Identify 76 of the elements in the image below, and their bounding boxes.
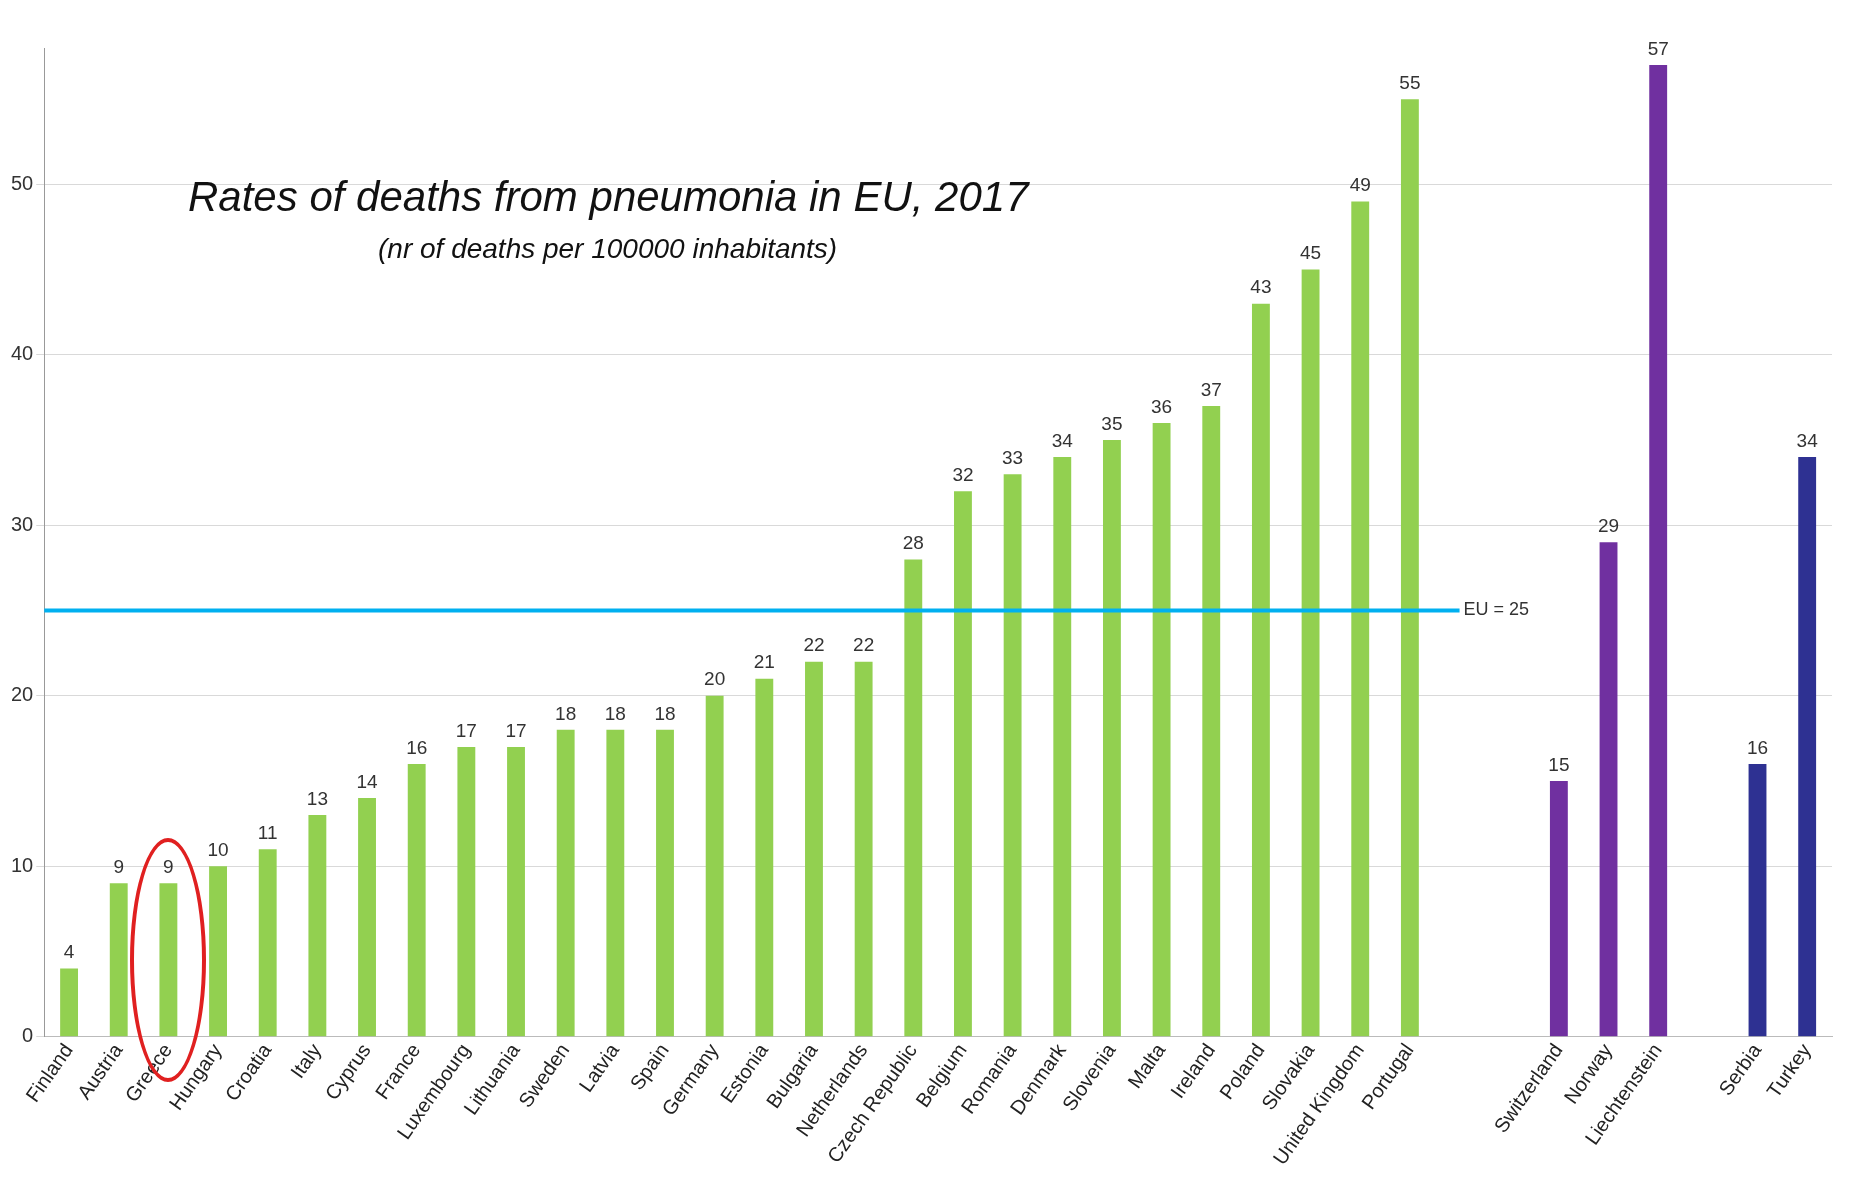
bar	[805, 661, 823, 1037]
bar	[1152, 423, 1171, 1037]
data-label: 32	[952, 463, 974, 485]
data-label: 10	[207, 838, 229, 860]
y-tick-label: 0	[22, 1024, 34, 1047]
data-label: 14	[356, 770, 379, 792]
data-label: 9	[113, 855, 125, 877]
y-tick-label: 10	[11, 853, 34, 876]
bar	[705, 695, 724, 1037]
bar	[656, 729, 674, 1037]
data-label: 34	[1051, 429, 1074, 451]
data-label: 33	[1002, 446, 1024, 468]
y-tick-label: 20	[11, 683, 34, 706]
bar	[1748, 763, 1767, 1037]
bar	[1003, 474, 1022, 1037]
text: (nr of deaths per 100000 inhabitants)	[378, 233, 838, 265]
text: Rates of deaths from pneumonia in EU, 2017	[188, 173, 1029, 221]
bar	[60, 968, 79, 1037]
bar	[457, 746, 476, 1037]
bar	[407, 763, 426, 1037]
bar	[1202, 405, 1221, 1037]
data-label: 11	[257, 821, 278, 843]
y-tick-label: 30	[11, 512, 34, 535]
data-label: 9	[163, 855, 174, 877]
data-label: 34	[1796, 429, 1819, 451]
x-tick-label: Italy	[286, 1039, 326, 1083]
bar	[1599, 542, 1618, 1037]
data-label: 18	[555, 702, 577, 724]
bar	[1301, 269, 1320, 1037]
data-label: 35	[1101, 412, 1123, 434]
bar	[358, 798, 376, 1037]
data-label: 16	[1746, 736, 1769, 758]
data-label: 16	[406, 736, 428, 758]
bar	[1798, 457, 1817, 1037]
data-label: 17	[505, 719, 527, 741]
bar	[308, 815, 327, 1037]
bar	[904, 559, 923, 1037]
data-label: 18	[604, 702, 626, 724]
data-label: 4	[63, 941, 75, 963]
data-label: 49	[1349, 174, 1371, 196]
bar	[209, 866, 227, 1037]
bar	[755, 678, 774, 1037]
bar	[159, 883, 178, 1037]
data-label: 13	[306, 787, 328, 809]
data-label: 45	[1300, 242, 1322, 264]
data-label: 43	[1250, 276, 1272, 298]
bar	[556, 729, 575, 1037]
data-label: 57	[1647, 37, 1669, 59]
bar	[1400, 99, 1419, 1037]
bar	[1549, 780, 1568, 1037]
ref-line-label: EU = 25	[1463, 599, 1530, 620]
data-label: 18	[654, 702, 676, 724]
data-label: 15	[1548, 753, 1570, 775]
bar	[1251, 303, 1270, 1037]
data-label: 36	[1151, 395, 1173, 417]
bar	[507, 746, 525, 1037]
bar	[606, 729, 625, 1037]
bar	[954, 491, 972, 1037]
data-label: 28	[902, 532, 924, 554]
bar	[854, 661, 873, 1037]
data-label: 22	[803, 634, 825, 656]
data-label: 29	[1597, 515, 1620, 537]
y-tick-label: 40	[11, 342, 34, 365]
data-label: 37	[1200, 378, 1222, 400]
bar	[1649, 65, 1668, 1037]
bar	[1053, 457, 1072, 1037]
bar	[1102, 440, 1121, 1037]
data-label: 20	[704, 668, 726, 690]
data-label: 17	[455, 719, 477, 741]
bar	[1351, 201, 1370, 1037]
bar	[109, 883, 128, 1037]
data-label: 55	[1399, 71, 1421, 93]
bar	[258, 849, 277, 1037]
y-tick-label: 50	[11, 171, 34, 194]
data-label: 21	[753, 651, 775, 673]
data-label: 22	[853, 634, 875, 656]
